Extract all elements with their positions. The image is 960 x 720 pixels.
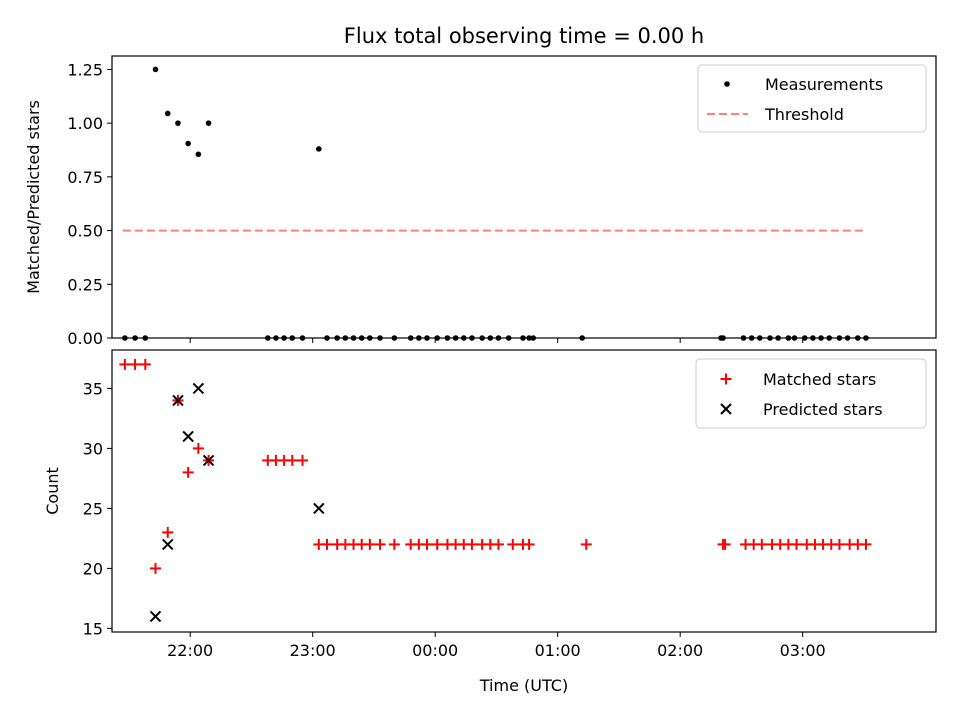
x-tick-label: 00:00 bbox=[412, 641, 458, 660]
matched-star-point bbox=[129, 358, 141, 370]
measurement-point bbox=[164, 110, 171, 117]
legend-matched-glyph bbox=[720, 373, 732, 385]
top-y-tick-label: 0.75 bbox=[67, 168, 103, 187]
x-tick-label: 03:00 bbox=[780, 641, 826, 660]
measurement-point bbox=[205, 120, 212, 126]
bottom-y-tick-label: 30 bbox=[83, 439, 103, 458]
bottom-x-ticks: 22:00 23:00 00:00 01:00 02:00 03:00 bbox=[167, 632, 826, 660]
matched-star-point bbox=[431, 538, 443, 550]
top-y-tick-label: 0.25 bbox=[67, 275, 103, 294]
top-y-tick-label: 1.00 bbox=[67, 114, 103, 133]
matched-star-point bbox=[149, 562, 161, 574]
bottom-y-tick-label: 15 bbox=[83, 619, 103, 638]
predicted-star-point bbox=[192, 382, 205, 395]
matched-star-point bbox=[860, 538, 872, 550]
legend-measurements-marker bbox=[724, 81, 730, 87]
top-y-ticks: 0.00 0.25 0.50 0.75 1.00 1.25 bbox=[67, 60, 112, 348]
matched-star-point bbox=[286, 454, 298, 466]
top-legend: Measurements Threshold bbox=[697, 64, 927, 133]
bottom-axes-frame bbox=[111, 349, 937, 633]
measurements-series bbox=[122, 66, 869, 341]
x-tick-label: 23:00 bbox=[290, 641, 336, 660]
legend-measurements-label: Measurements bbox=[765, 75, 883, 94]
bottom-panel: 15 20 25 30 35 22:00 23:00 00:00 01:00 02:00 03:0… bbox=[43, 349, 937, 695]
legend-matched-marker bbox=[720, 373, 732, 385]
top-legend-box bbox=[697, 64, 927, 133]
chart-title: Flux total observing time = 0.00 h bbox=[344, 24, 704, 48]
matched-star-point bbox=[182, 466, 194, 478]
legend-predicted-label: Predicted stars bbox=[763, 400, 883, 419]
predicted-star-point bbox=[149, 610, 162, 623]
legend-threshold-label: Threshold bbox=[764, 105, 844, 124]
measurement-point bbox=[185, 140, 191, 147]
predicted-star-point bbox=[313, 502, 325, 515]
matched-star-point bbox=[756, 538, 768, 550]
matched-star-point bbox=[296, 454, 308, 466]
x-tick-label: 22:00 bbox=[167, 641, 213, 660]
matched-star-point bbox=[466, 538, 478, 550]
matched-star-point bbox=[580, 538, 592, 550]
predicted-star-point bbox=[172, 394, 184, 407]
matched-star-point bbox=[162, 526, 174, 538]
measurement-point bbox=[316, 146, 322, 152]
top-axes-frame bbox=[111, 55, 937, 339]
measurement-point bbox=[195, 151, 202, 158]
bottom-y-axis-label: Count bbox=[43, 467, 62, 515]
matched-star-point bbox=[507, 538, 519, 550]
matched-star-point bbox=[719, 538, 731, 550]
matched-star-point bbox=[492, 538, 504, 550]
matched-star-point bbox=[791, 538, 803, 550]
matched-star-point bbox=[139, 358, 151, 370]
legend-predicted-glyph bbox=[720, 403, 732, 415]
top-y-tick-label: 0.00 bbox=[67, 329, 103, 348]
matched-star-point bbox=[321, 538, 333, 550]
matched-star-point bbox=[833, 538, 845, 550]
bottom-y-tick-label: 20 bbox=[83, 559, 103, 578]
matched-star-point bbox=[388, 538, 400, 550]
bottom-y-ticks: 15 20 25 30 35 bbox=[83, 379, 112, 638]
predicted-star-point bbox=[182, 430, 194, 443]
x-tick-label: 01:00 bbox=[535, 641, 581, 660]
top-y-tick-label: 1.25 bbox=[67, 60, 103, 79]
top-x-ticks bbox=[189, 338, 804, 343]
x-tick-label: 02:00 bbox=[657, 641, 703, 660]
matched-star-point bbox=[364, 538, 376, 550]
bottom-y-tick-label: 25 bbox=[83, 499, 103, 518]
matched-star-point bbox=[192, 442, 204, 454]
top-y-axis-label: Matched/Predicted stars bbox=[24, 100, 43, 294]
matched-star-point bbox=[421, 538, 433, 550]
matched-star-point bbox=[374, 538, 386, 550]
legend-predicted-marker bbox=[720, 403, 732, 415]
star-count-series bbox=[119, 358, 872, 623]
legend-matched-label: Matched stars bbox=[763, 370, 876, 389]
top-panel: 0.00 0.25 0.50 0.75 1.00 1.25 Matched/Predict… bbox=[24, 55, 937, 348]
bottom-legend: Matched stars Predicted stars bbox=[695, 358, 927, 429]
measurement-point bbox=[152, 66, 159, 73]
bottom-y-tick-label: 35 bbox=[83, 379, 103, 398]
matched-star-point bbox=[119, 358, 131, 370]
bottom-legend-box bbox=[695, 358, 927, 429]
x-axis-label: Time (UTC) bbox=[479, 676, 568, 695]
matched-star-point bbox=[523, 538, 535, 550]
measurement-point bbox=[175, 120, 181, 126]
top-y-tick-label: 0.50 bbox=[67, 222, 103, 241]
predicted-star-point bbox=[202, 454, 215, 467]
predicted-star-point bbox=[162, 538, 174, 551]
